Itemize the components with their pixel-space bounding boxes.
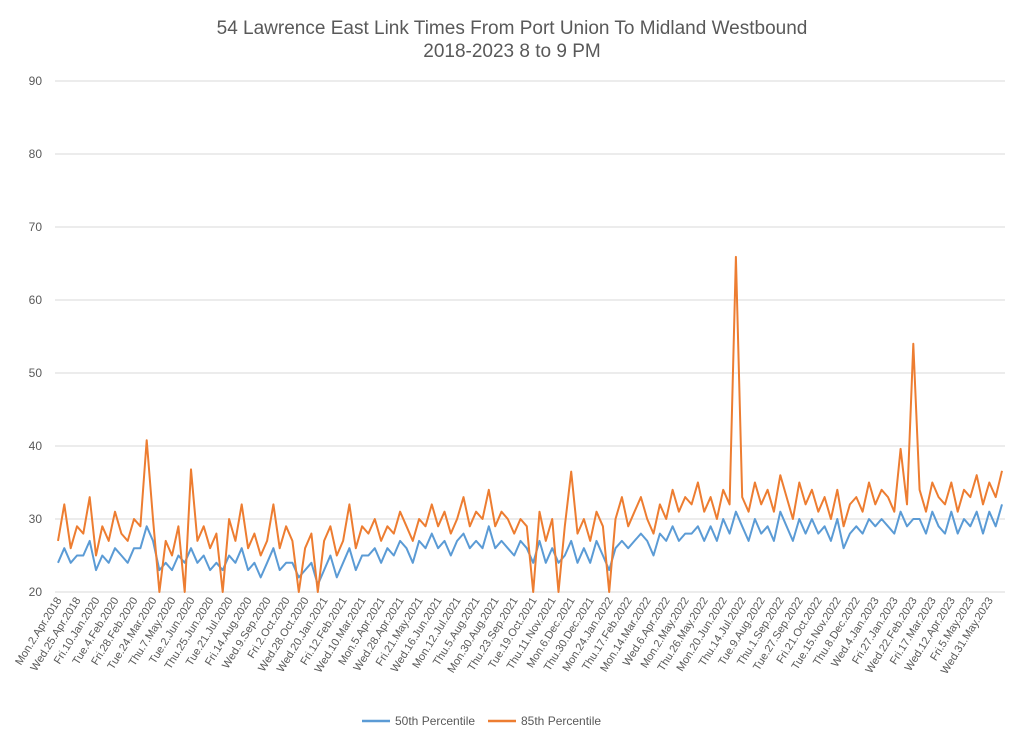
y-tick-label: 90 [29,74,43,88]
x-axis: Mon.2.Apr.2018Wed.25.Apr.2018Fri.10.Jan.… [13,595,996,676]
y-tick-label: 50 [29,366,43,380]
legend-label-85th: 85th Percentile [521,714,601,728]
gridlines [55,80,1005,593]
y-tick-label: 30 [29,512,43,526]
series-lines [57,255,1003,593]
y-tick-label: 80 [29,147,43,161]
chart-title: 54 Lawrence East Link Times From Port Un… [217,18,808,39]
series-line-85th [57,255,1003,593]
y-tick-label: 60 [29,293,43,307]
legend-label-50th: 50th Percentile [395,714,475,728]
series-line-50th [57,504,1003,586]
legend: 50th Percentile 85th Percentile [362,714,601,728]
y-tick-label: 20 [29,585,43,599]
y-tick-label: 40 [29,439,43,453]
chart-subtitle: 2018-2023 8 to 9 PM [423,41,600,62]
y-tick-label: 70 [29,220,43,234]
y-axis: 20 30 40 50 60 70 80 90 [29,74,43,599]
